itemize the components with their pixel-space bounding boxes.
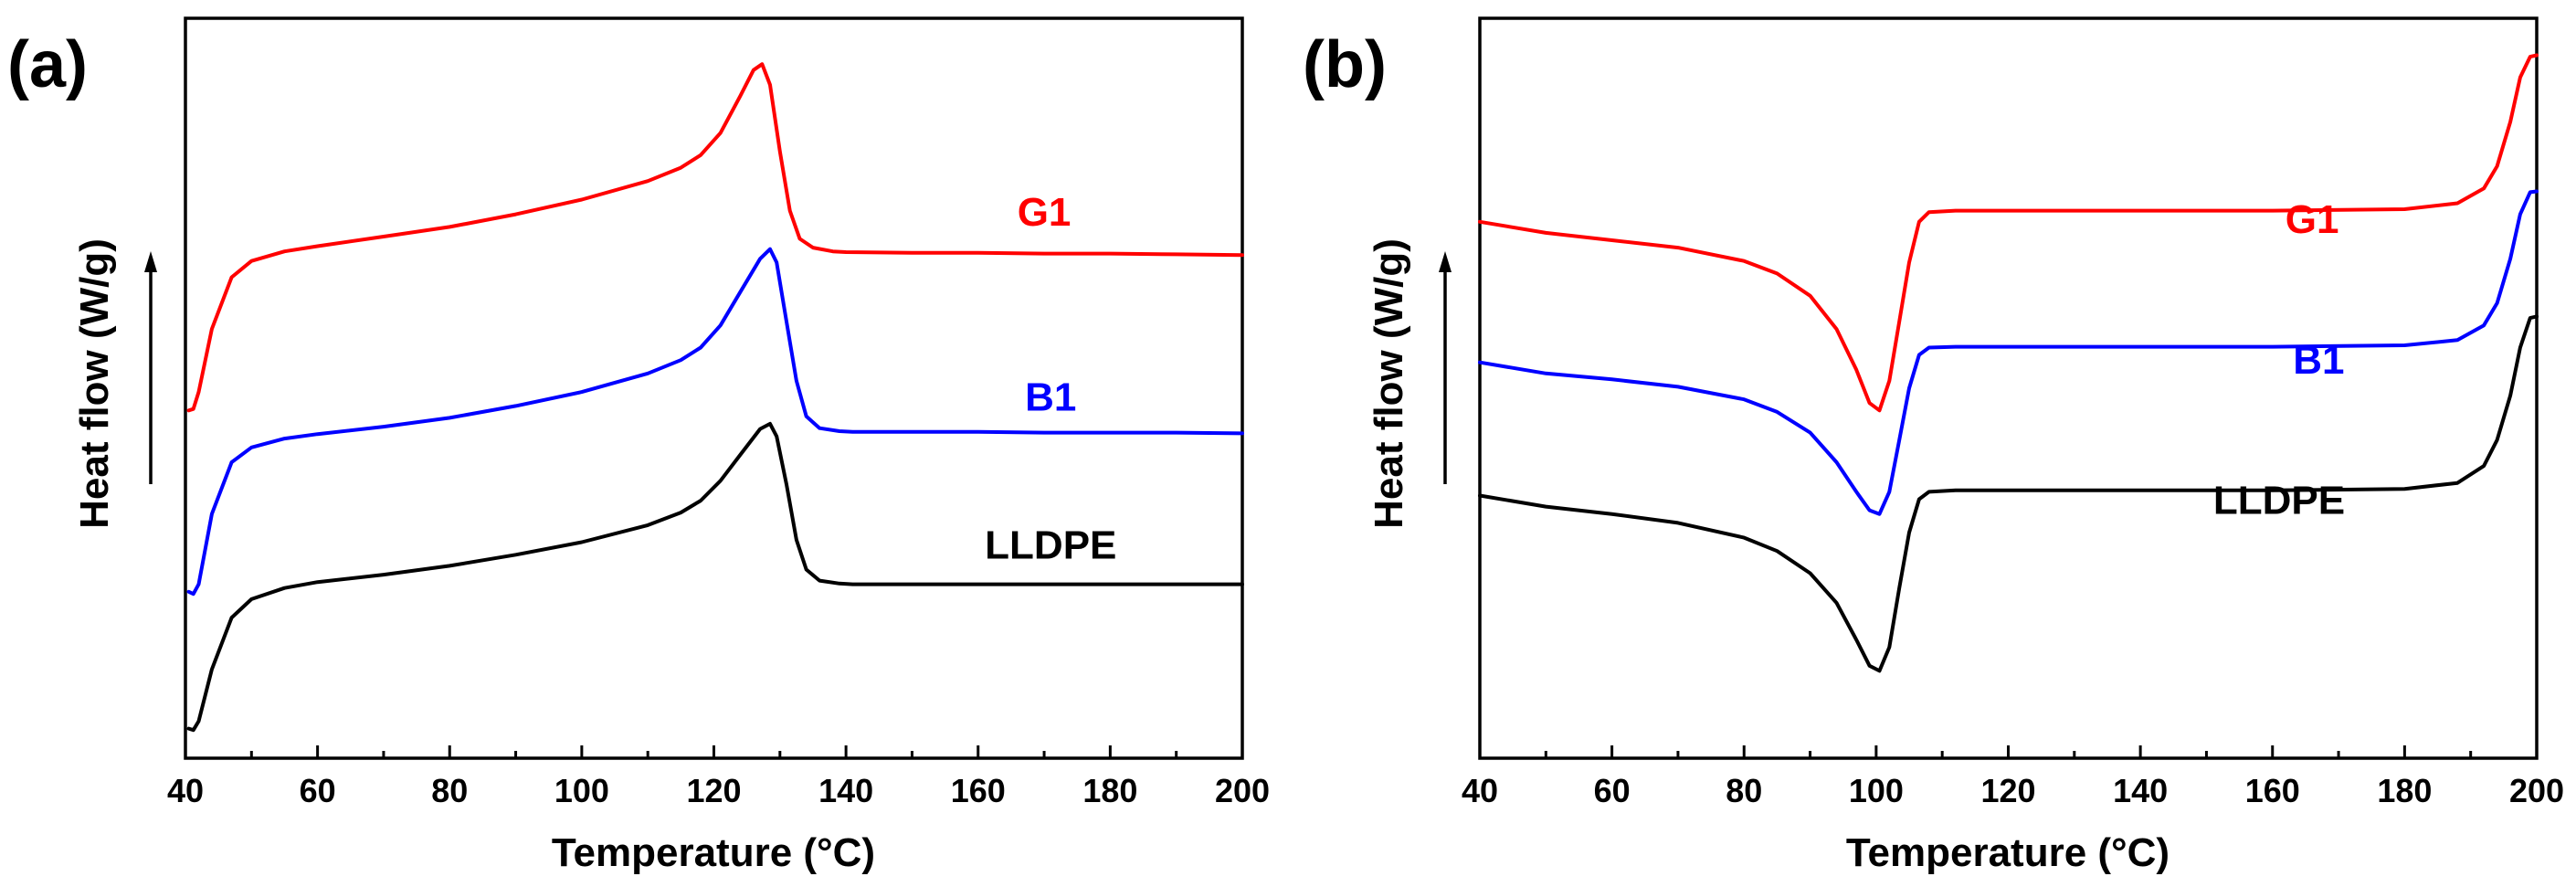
y-axis-arrow-b — [1439, 251, 1452, 484]
x-tick-label: 120 — [1980, 772, 2035, 809]
x-ticks-a: 40 60 80 100 120 140 160 180 200 — [167, 745, 1270, 809]
series-line-b1 — [1478, 189, 2539, 516]
x-tick-label: 160 — [2245, 772, 2300, 809]
series-line-lldpe — [1478, 314, 2539, 673]
y-axis-label-a: Heat flow (W/g) — [72, 238, 117, 529]
series-line-lldpe — [186, 421, 1244, 733]
panel-a: (a) 40 60 80 100 120 140 160 180 200 G1 B1 LLDPE T… — [7, 16, 1270, 875]
x-tick-label: 200 — [1215, 772, 1270, 809]
curves-b — [1478, 53, 2539, 673]
y-axis-arrow-a — [144, 251, 157, 484]
plot-frame-b — [1478, 16, 2539, 760]
x-tick-label: 40 — [167, 772, 204, 809]
x-tick-label: 80 — [1726, 772, 1762, 809]
series-labels-a: G1 B1 LLDPE — [985, 190, 1116, 567]
y-axis-label-b: Heat flow (W/g) — [1367, 238, 1411, 529]
x-tick-label: 100 — [554, 772, 609, 809]
series-labels-b: G1 B1 LLDPE — [2213, 197, 2345, 523]
x-tick-label: 140 — [818, 772, 873, 809]
panel-b: (b) 40 60 80 100 120 140 160 180 200 G1 B1 LLDPE T… — [1303, 16, 2564, 875]
x-tick-label: 100 — [1849, 772, 1904, 809]
series-label-g1: G1 — [1018, 190, 1072, 235]
x-axis-label-b: Temperature (°C) — [1846, 830, 2170, 875]
x-tick-label: 180 — [2377, 772, 2432, 809]
y-arrow-head-a — [144, 251, 157, 272]
panel-label-b: (b) — [1303, 28, 1387, 101]
series-label-lldpe: LLDPE — [985, 523, 1116, 567]
x-tick-label: 140 — [2113, 772, 2168, 809]
curves-a — [186, 62, 1244, 733]
series-line-g1 — [1478, 53, 2539, 413]
x-tick-label: 40 — [1462, 772, 1498, 809]
x-tick-label: 160 — [951, 772, 1006, 809]
x-tick-label: 120 — [686, 772, 741, 809]
series-label-b1: B1 — [1025, 375, 1076, 419]
panel-label-a: (a) — [7, 28, 88, 101]
x-tick-label: 80 — [431, 772, 468, 809]
series-label-g1: G1 — [2286, 197, 2339, 242]
series-line-g1 — [186, 62, 1244, 413]
series-line-b1 — [186, 247, 1244, 597]
x-tick-label: 180 — [1082, 772, 1137, 809]
x-axis-label-a: Temperature (°C) — [552, 830, 875, 875]
series-label-lldpe: LLDPE — [2213, 479, 2345, 523]
x-tick-label: 200 — [2509, 772, 2564, 809]
plot-frame-a — [184, 16, 1244, 760]
y-arrow-head-b — [1439, 251, 1452, 272]
x-ticks-b: 40 60 80 100 120 140 160 180 200 — [1462, 745, 2564, 809]
series-label-b1: B1 — [2293, 338, 2344, 383]
x-tick-label: 60 — [300, 772, 336, 809]
x-tick-label: 60 — [1594, 772, 1631, 809]
